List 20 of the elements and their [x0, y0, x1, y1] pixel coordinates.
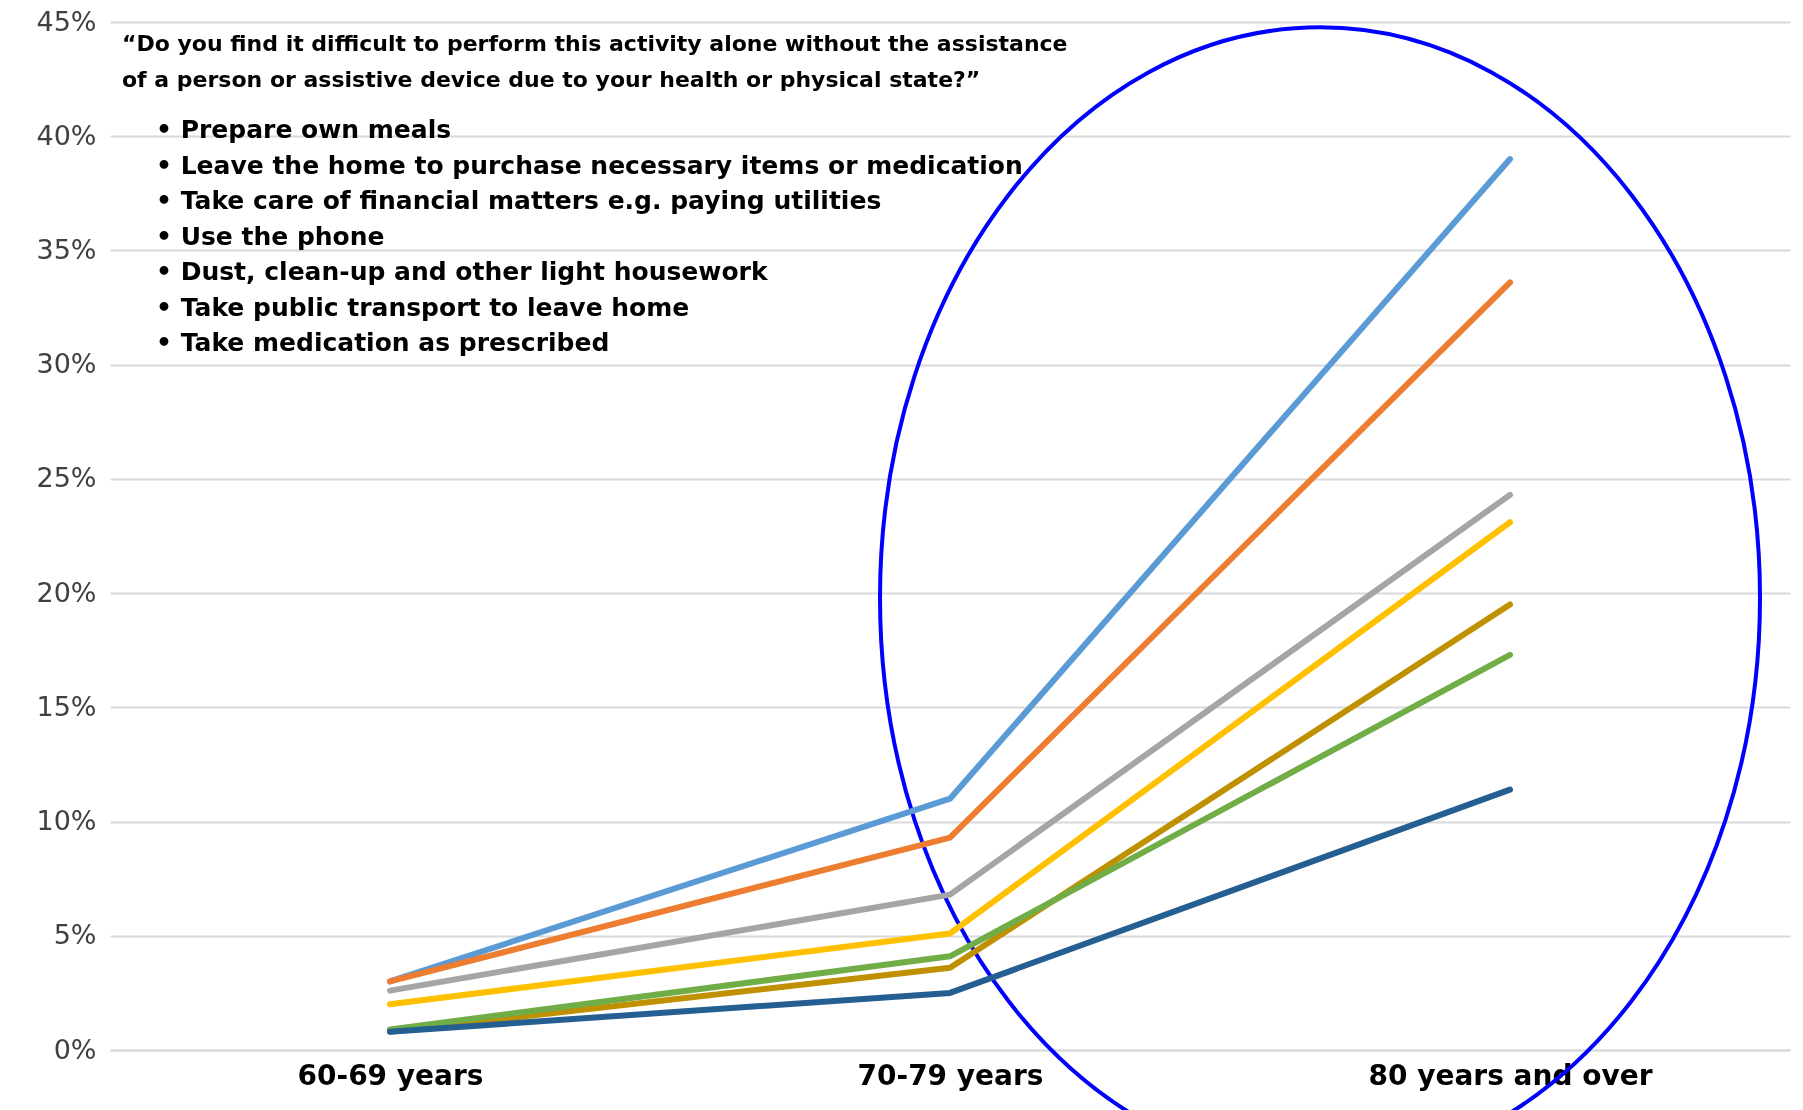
y-tick-label: 20%: [36, 576, 97, 608]
annotation: • Leave the home to purchase necessary items or medication: [156, 150, 1023, 180]
annotation: • Dust, clean-up and other light housework: [156, 257, 769, 286]
annotation: • Prepare own meals: [156, 115, 452, 144]
y-tick-label: 40%: [36, 119, 97, 151]
annotation: • Take medication as prescribed: [156, 328, 610, 357]
text: “Do you find it difficult to perform this activity alone without the assistance of a person or assistive device due to your health or physical state?”: [122, 31, 1068, 92]
x-tick-label: 60-69 years: [297, 1058, 484, 1092]
annotation: • Take public transport to leave home: [156, 292, 690, 322]
y-tick-label: 45%: [36, 5, 97, 37]
y-tick-label: 35%: [36, 233, 97, 265]
y-tick-label: 0%: [53, 1033, 97, 1065]
y-tick-label: 25%: [36, 462, 97, 494]
annotation: • Use the phone: [156, 221, 385, 251]
annotation: • Take care of financial matters e.g. paying utilities: [156, 186, 882, 215]
y-tick-label: 30%: [36, 348, 97, 380]
y-tick-label: 5%: [53, 919, 97, 951]
y-tick-label: 10%: [36, 805, 97, 837]
x-tick-label: 70-79 years: [857, 1058, 1044, 1092]
y-tick-label: 15%: [36, 690, 97, 722]
